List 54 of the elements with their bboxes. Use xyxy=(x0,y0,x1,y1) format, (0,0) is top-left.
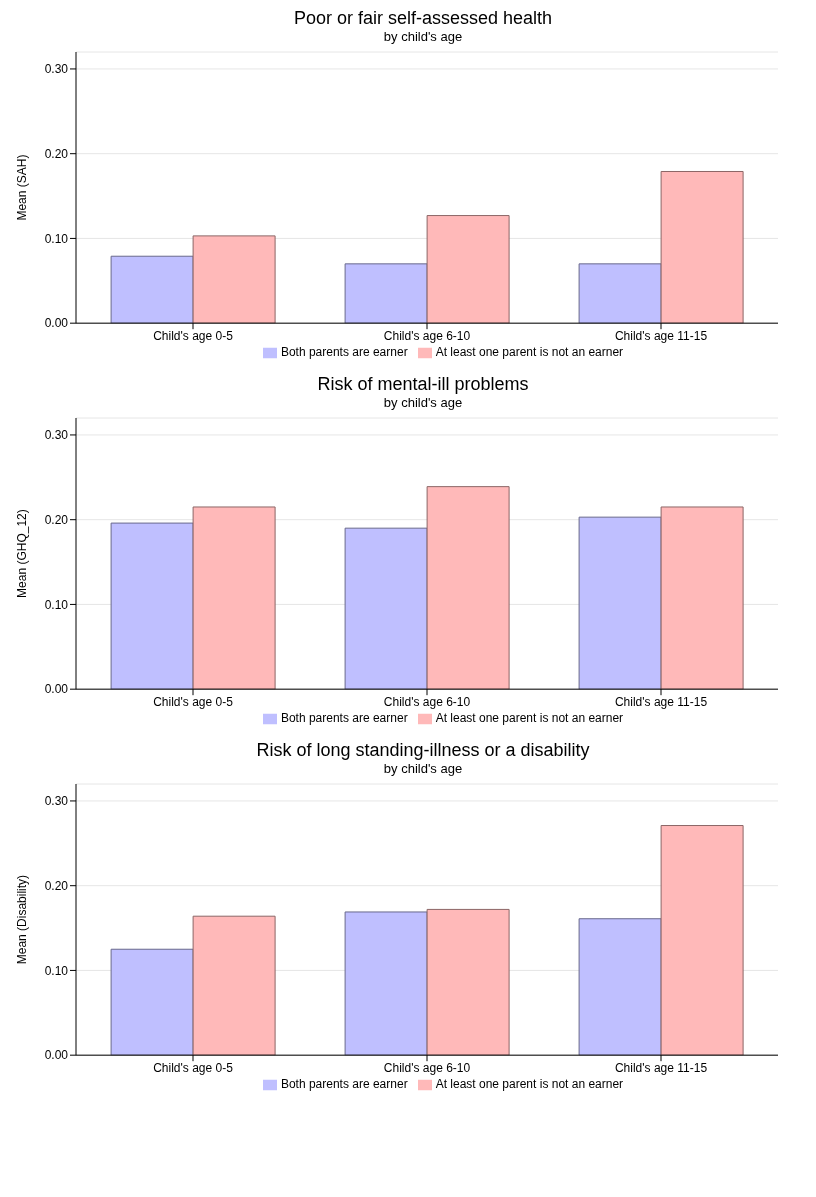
legend-label: Both parents are earner xyxy=(280,711,408,726)
x-tick-label: Child's age 6-10 xyxy=(383,1060,471,1075)
y-tick-label: 0.20 xyxy=(44,512,69,527)
bar xyxy=(426,215,510,324)
y-tick-label: 0.00 xyxy=(44,682,69,697)
x-tick-label: Child's age 11-15 xyxy=(614,1060,708,1075)
y-tick-label: 0.10 xyxy=(44,231,69,246)
y-tick-label: 0.00 xyxy=(44,1048,69,1063)
x-tick-label: Child's age 6-10 xyxy=(383,694,471,709)
chart-subtitle: by child's age xyxy=(382,29,464,44)
bar xyxy=(426,486,510,690)
bar xyxy=(110,255,194,324)
chart-title: Risk of mental-ill problems xyxy=(316,374,530,395)
y-tick-label: 0.30 xyxy=(44,794,69,809)
bar xyxy=(344,911,428,1056)
chart-title: Poor or fair self-assessed health xyxy=(292,8,554,29)
bar xyxy=(192,915,276,1056)
bar xyxy=(660,506,744,690)
bar xyxy=(660,825,744,1056)
bar xyxy=(344,527,428,690)
y-axis-title: Mean (SAH) xyxy=(15,154,30,221)
x-tick-label: Child's age 11-15 xyxy=(614,694,708,709)
x-tick-label: Child's age 11-15 xyxy=(614,328,708,343)
bar xyxy=(578,918,662,1056)
legend-label: Both parents are earner xyxy=(280,345,408,360)
bar xyxy=(660,170,744,324)
y-tick-label: 0.20 xyxy=(44,878,69,893)
bar xyxy=(426,908,510,1056)
chart-title: Risk of long standing-illness or a disability xyxy=(255,740,591,761)
bar xyxy=(192,235,276,324)
bar xyxy=(110,948,194,1056)
bar xyxy=(578,263,662,324)
bar xyxy=(578,516,662,690)
bar xyxy=(344,263,428,324)
legend-label: At least one parent is not an earner xyxy=(435,711,624,726)
y-axis-title: Mean (GHQ_12) xyxy=(15,509,30,598)
y-tick-label: 0.30 xyxy=(44,62,69,77)
chart-subtitle: by child's age xyxy=(382,395,464,410)
legend-label: Both parents are earner xyxy=(280,1077,408,1092)
bar xyxy=(110,522,194,690)
y-tick-label: 0.20 xyxy=(44,146,69,161)
y-axis-title: Mean (Disability) xyxy=(15,874,30,965)
y-tick-label: 0.00 xyxy=(44,316,69,331)
y-tick-label: 0.30 xyxy=(44,428,69,443)
y-tick-label: 0.10 xyxy=(44,597,69,612)
x-tick-label: Child's age 6-10 xyxy=(383,328,471,343)
x-tick-label: Child's age 0-5 xyxy=(153,1060,234,1075)
x-tick-label: Child's age 0-5 xyxy=(153,328,234,343)
legend-label: At least one parent is not an earner xyxy=(435,1077,624,1092)
chart-subtitle: by child's age xyxy=(382,761,464,776)
bar xyxy=(192,506,276,690)
y-tick-label: 0.10 xyxy=(44,963,69,978)
legend-label: At least one parent is not an earner xyxy=(435,345,624,360)
x-tick-label: Child's age 0-5 xyxy=(153,694,234,709)
